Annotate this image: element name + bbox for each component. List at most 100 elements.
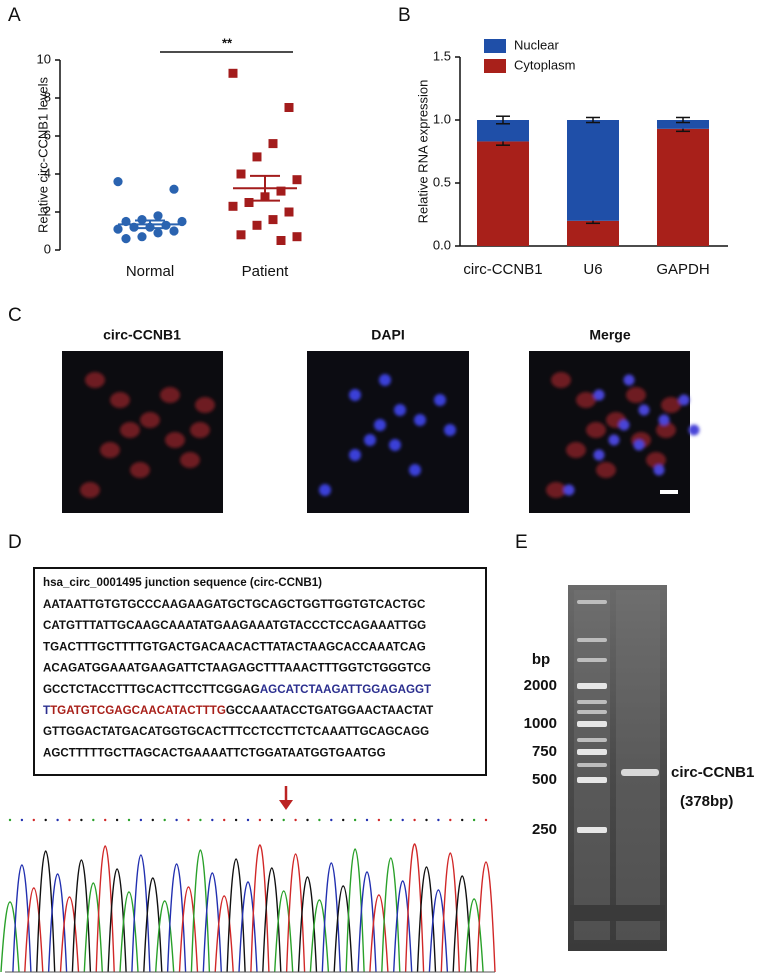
y-axis-label: Relative RNA expression — [415, 80, 430, 224]
data-point — [236, 230, 246, 240]
peak — [381, 857, 401, 973]
ladder-band — [577, 683, 607, 689]
y-tick-label: 1.5 — [433, 48, 451, 63]
base-dot — [449, 818, 452, 822]
cell — [195, 397, 215, 413]
peak — [404, 843, 425, 973]
cell — [656, 422, 676, 438]
nucleus — [623, 374, 635, 386]
sequence-segment: GCCAAATACCTGATGGAACTAACTAT — [226, 704, 433, 717]
nucleus — [618, 419, 630, 431]
x-tick-label: Normal — [126, 263, 174, 280]
panel-letter: D — [8, 532, 22, 553]
nucleus — [349, 449, 361, 461]
base-dot — [127, 818, 131, 822]
legend-swatch — [484, 59, 506, 73]
band-label: circ-CCNB1 — [671, 764, 754, 781]
peak — [321, 862, 341, 973]
nucleus — [593, 449, 605, 461]
ladder-band — [577, 638, 607, 642]
nucleus — [638, 404, 650, 416]
significance-label: ** — [222, 35, 233, 50]
data-point — [268, 139, 278, 149]
nucleus — [563, 484, 575, 496]
ladder-label: 1000 — [524, 715, 557, 732]
nucleus — [434, 394, 446, 406]
peak — [309, 899, 330, 973]
ladder-band — [577, 827, 607, 833]
base-dot — [270, 818, 273, 822]
cell — [80, 482, 100, 498]
base-dot — [425, 818, 428, 822]
peak — [238, 881, 258, 973]
base-dot — [115, 818, 119, 822]
x-tick-label: circ-CCNB1 — [463, 261, 542, 278]
base-dot — [56, 818, 59, 822]
cell — [551, 372, 571, 388]
base-dot — [20, 818, 24, 822]
peak — [476, 861, 496, 973]
peak — [166, 863, 187, 973]
sequence-segment: AATAATTGTGTGCCCAAGAAGATGCTGCAGCTGGTTGGTG… — [43, 598, 426, 611]
ladder-band — [577, 721, 607, 727]
ladder-band — [577, 738, 607, 742]
sequence: AATAATTGTGTGCCCAAGAAGATGCTGCAGCTGGTTGGTG… — [43, 598, 433, 759]
base-dot — [223, 818, 226, 822]
base-dot — [80, 818, 83, 822]
data-point — [276, 236, 286, 245]
base-dot — [187, 818, 190, 822]
sequence-title: hsa_circ_0001495 junction sequence (circ… — [43, 576, 322, 589]
base-dot — [282, 818, 285, 822]
sequence-line: TTGATGTCGAGCAACATACTTTGGCCAAATACCTGATGGA… — [43, 704, 433, 717]
cell — [110, 392, 130, 408]
gel — [568, 585, 667, 951]
base-dot — [44, 818, 47, 822]
ladder-band — [577, 777, 607, 783]
cell — [140, 412, 160, 428]
peak — [416, 866, 437, 973]
peak — [131, 854, 151, 973]
nucleus — [389, 439, 401, 451]
peak — [285, 853, 306, 973]
sequence-line: ACAGATGGAAATGAAGATTCTAAGAGCTTTAAACTTTGGT… — [43, 662, 431, 675]
data-point — [153, 211, 163, 221]
data-point — [284, 103, 294, 112]
base-dot — [342, 818, 345, 822]
cell — [160, 387, 180, 403]
error-bar — [676, 116, 690, 124]
base-dot — [92, 818, 95, 822]
peak — [119, 891, 139, 973]
y-tick-label: 0 — [44, 241, 51, 256]
nucleus — [653, 464, 665, 476]
ladder-label: 2000 — [524, 677, 557, 694]
nucleus — [678, 394, 690, 406]
base-dot — [234, 818, 238, 822]
nucleus — [608, 434, 620, 446]
peak — [71, 859, 92, 973]
sequence-segment: T — [43, 704, 50, 717]
data-point — [169, 226, 179, 236]
y-tick-label: 0.0 — [433, 237, 451, 252]
gel-lane — [616, 590, 660, 940]
data-point — [228, 201, 238, 211]
ladder-band — [577, 710, 607, 714]
peak — [83, 882, 103, 973]
ladder-band — [577, 658, 607, 662]
data-point — [244, 198, 254, 207]
micrograph-label: Merge — [589, 327, 630, 343]
data-point — [169, 184, 179, 194]
peak — [369, 894, 389, 973]
base-dot — [246, 818, 250, 822]
nucleus — [374, 419, 386, 431]
nucleus — [409, 464, 421, 476]
bar-segment — [657, 128, 709, 246]
nucleus — [379, 374, 391, 386]
base-dot — [401, 818, 404, 822]
ladder-band — [577, 700, 607, 704]
ladder-label: 750 — [532, 743, 557, 760]
data-point — [268, 215, 278, 225]
peak — [36, 850, 56, 973]
cell — [120, 422, 140, 438]
data-point — [228, 68, 238, 78]
ladder-label: 500 — [532, 771, 557, 788]
